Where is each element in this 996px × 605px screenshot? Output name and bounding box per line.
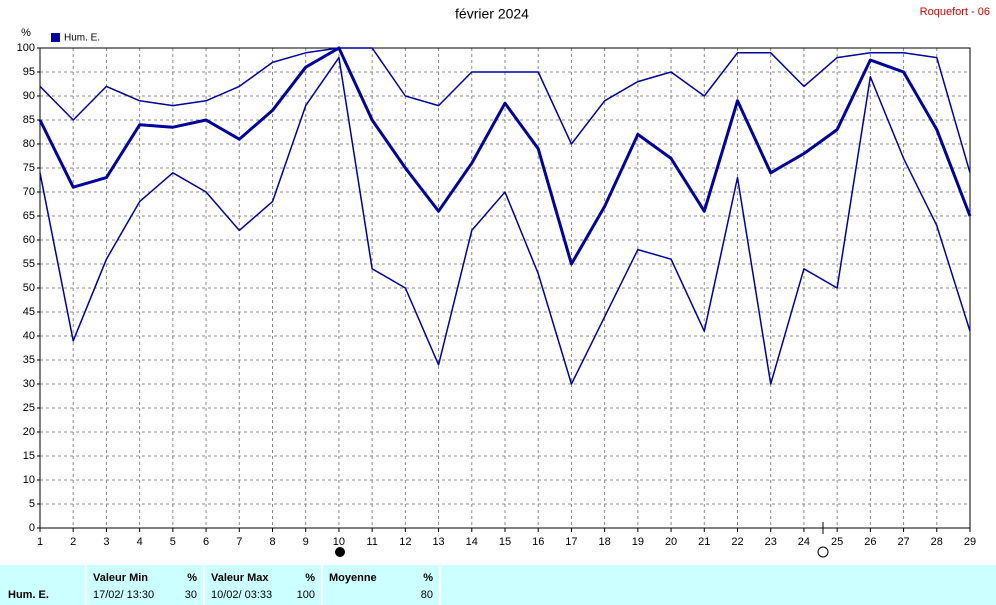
- x-tick-label: 14: [466, 536, 478, 548]
- x-tick-label: 25: [831, 536, 843, 548]
- max-header: Valeur Max: [211, 572, 269, 584]
- y-tick-label: 25: [23, 402, 35, 414]
- mean-unit: %: [423, 572, 433, 584]
- x-tick-label: 10: [333, 536, 345, 548]
- y-tick-label: 55: [23, 258, 35, 270]
- x-tick-label: 26: [864, 536, 876, 548]
- y-tick-label: 35: [23, 354, 35, 366]
- max-value: 100: [296, 589, 315, 601]
- x-tick-label: 28: [931, 536, 943, 548]
- min-header: Valeur Min: [93, 572, 149, 584]
- x-tick-label: 18: [599, 536, 611, 548]
- moon-full: [817, 546, 829, 558]
- legend-swatch: [51, 33, 60, 42]
- moon-new: [335, 547, 345, 557]
- x-tick-label: 6: [203, 536, 209, 548]
- x-tick-label: 20: [665, 536, 677, 548]
- x-tick-label: 13: [432, 536, 444, 548]
- x-tick-label: 11: [366, 536, 377, 548]
- mean-value: 80: [420, 589, 433, 601]
- mean-cell: Moyenne % 80: [323, 565, 441, 605]
- x-tick-label: 17: [565, 536, 577, 548]
- data-line: [38, 46, 972, 266]
- summary-table: Hum. E. Valeur Min % 17/02/ 13:30 30 Val…: [0, 565, 996, 605]
- y-tick-label: 20: [23, 426, 35, 438]
- max-cell: Valeur Max % 10/02/ 03:33 100: [205, 565, 323, 605]
- data-line: [39, 56, 971, 385]
- y-tick-label: 15: [23, 450, 35, 462]
- y-tick-label: 40: [23, 330, 35, 342]
- y-tick-label: 0: [29, 522, 35, 534]
- x-tick-label: 15: [499, 536, 511, 548]
- y-tick-label: 95: [23, 66, 35, 78]
- min-cell: Valeur Min % 17/02/ 13:30 30: [87, 565, 205, 605]
- plot-frame: [39, 47, 971, 529]
- min-date: 17/02/ 13:30: [93, 589, 155, 601]
- y-tick-label: 60: [23, 234, 35, 246]
- x-tick-label: 2: [70, 536, 76, 548]
- x-tick-label: 22: [731, 536, 743, 548]
- legend-label: Hum. E.: [64, 33, 100, 44]
- x-tick-label: 19: [632, 536, 644, 548]
- y-tick-label: 30: [23, 378, 35, 390]
- y-tick-label: 10: [23, 474, 35, 486]
- y-tick-label: 75: [23, 162, 35, 174]
- y-axis-unit: %: [21, 27, 31, 39]
- chart-title: février 2024: [455, 6, 529, 22]
- y-tick-label: 70: [23, 186, 35, 198]
- max-unit: %: [305, 572, 315, 584]
- chart: février 2024 Roquefort - 06 % Hum. E. 0 5…: [17, 6, 990, 558]
- x-tick-label: 5: [170, 536, 176, 548]
- x-tick-label: 27: [897, 536, 909, 548]
- y-tick-label: 45: [23, 306, 35, 318]
- x-tick-label: 24: [798, 536, 810, 548]
- x-tick-label: 23: [765, 536, 777, 548]
- y-tick-label: 100: [17, 42, 35, 54]
- x-tick-label: 1: [37, 536, 43, 548]
- row-label: Hum. E.: [8, 589, 49, 601]
- max-date: 10/02/ 03:33: [211, 589, 273, 601]
- x-tick-label: 8: [269, 536, 275, 548]
- y-tick-label: 85: [23, 114, 35, 126]
- x-tick-label: 16: [532, 536, 544, 548]
- x-tick-label: 7: [236, 536, 242, 548]
- min-value: 30: [184, 589, 197, 601]
- min-unit: %: [187, 572, 197, 584]
- y-tick-label: 50: [23, 282, 35, 294]
- y-tick-label: 65: [23, 210, 35, 222]
- x-tick-label: 4: [137, 536, 143, 548]
- y-tick-label: 90: [23, 90, 35, 102]
- y-tick-label: 5: [29, 498, 35, 510]
- data-line: [39, 47, 971, 174]
- x-tick-label: 21: [698, 536, 710, 548]
- row-label-cell: Hum. E.: [0, 565, 87, 605]
- x-tick-label: 9: [303, 536, 309, 548]
- y-tick-label: 80: [23, 138, 35, 150]
- x-tick-label: 3: [103, 536, 109, 548]
- mean-header: Moyenne: [329, 572, 377, 584]
- x-tick-label: 29: [964, 536, 976, 548]
- station: Roquefort - 06: [920, 6, 990, 18]
- x-tick-label: 12: [399, 536, 411, 548]
